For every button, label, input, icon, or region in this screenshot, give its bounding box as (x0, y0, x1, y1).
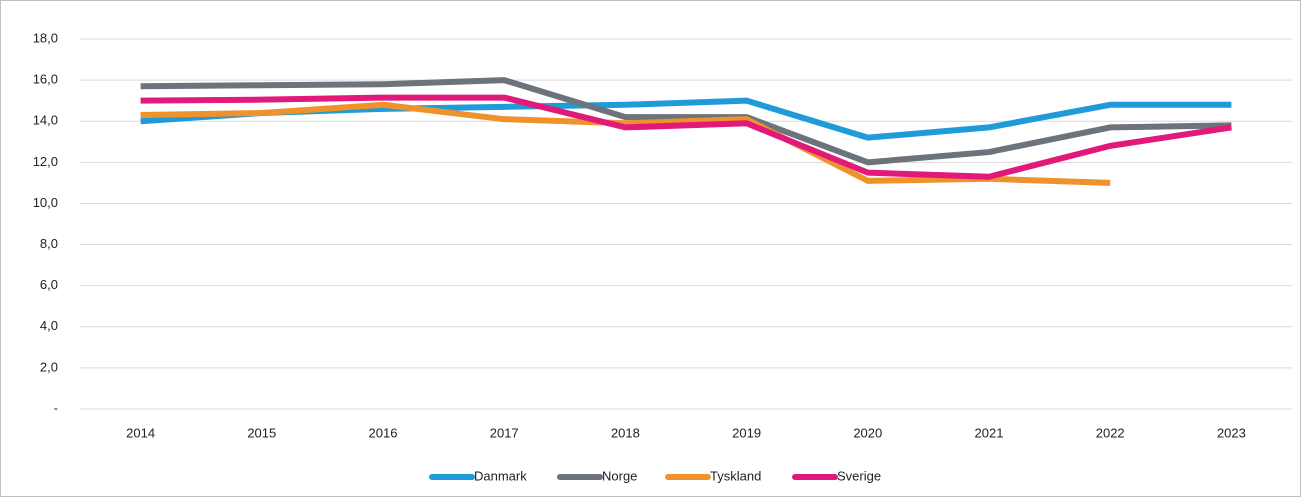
y-tick-label: 12,0 (33, 154, 58, 169)
y-tick-label: 10,0 (33, 195, 58, 210)
y-tick-label: 14,0 (33, 113, 58, 128)
y-tick-label: - (54, 400, 58, 415)
series-line (140, 77, 1232, 166)
x-tick-label: 2014 (126, 425, 155, 440)
x-tick-label: 2017 (490, 425, 519, 440)
x-tick-label: 2022 (1096, 425, 1125, 440)
y-tick-label: 18,0 (33, 30, 58, 45)
legend-label: Tyskland (710, 468, 761, 483)
x-tick-label: 2020 (853, 425, 882, 440)
x-tick-label: 2015 (247, 425, 276, 440)
y-tick-label: 16,0 (33, 72, 58, 87)
x-tick-label: 2023 (1217, 425, 1246, 440)
legend-label: Danmark (474, 468, 527, 483)
legend-label: Norge (602, 468, 637, 483)
y-tick-label: 2,0 (40, 359, 58, 374)
x-tick-label: 2021 (975, 425, 1004, 440)
y-tick-label: 8,0 (40, 236, 58, 251)
x-tick-label: 2019 (732, 425, 761, 440)
x-tick-label: 2018 (611, 425, 640, 440)
legend-label: Sverige (837, 468, 881, 483)
series-line (140, 94, 1232, 180)
y-tick-label: 6,0 (40, 277, 58, 292)
series-line (140, 101, 1111, 186)
y-tick-label: 4,0 (40, 318, 58, 333)
x-tick-label: 2016 (369, 425, 398, 440)
